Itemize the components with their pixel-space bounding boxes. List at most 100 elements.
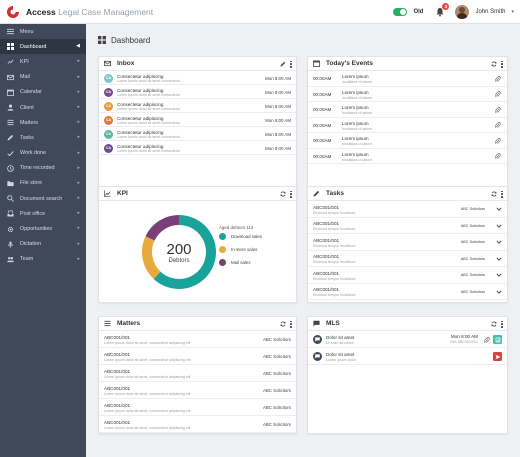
matter-row[interactable]: ABC001/001 Lorem ipsum dolor sit amet, co… <box>99 348 296 365</box>
sidebar-item-matters[interactable]: Matters ▸ <box>0 115 86 130</box>
more-menu-icon[interactable] <box>501 190 503 198</box>
event-row[interactable]: 00:00AM Lorem ipsum Incididunt ut labore <box>308 133 507 149</box>
matter-row[interactable]: ABC001/001 Lorem ipsum dolor sit amet, co… <box>99 416 296 433</box>
paperclip-icon[interactable] <box>495 122 501 128</box>
task-subtitle: Eiusmod tempor incididunt <box>313 293 356 297</box>
paperclip-icon[interactable] <box>484 336 490 343</box>
chevron-right-icon: ▸ <box>77 164 80 171</box>
user-menu-chevron-icon[interactable]: ▾ <box>511 9 514 15</box>
task-id: ABC001/001 <box>313 221 340 226</box>
sidebar-item-label: Dictation <box>20 241 41 248</box>
refresh-icon[interactable] <box>280 321 286 327</box>
user-avatar[interactable] <box>455 5 470 19</box>
sidebar-item-menu[interactable]: Menu <box>0 24 86 39</box>
event-row[interactable]: 00:00AM Lorem ipsum Incididunt ut labore <box>308 102 507 118</box>
more-menu-icon[interactable] <box>290 190 292 198</box>
paperclip-icon[interactable] <box>495 153 501 159</box>
inbox-title: Inbox <box>117 60 135 67</box>
inbox-row[interactable]: CA Consectetur adipiscing Lorem ipsum dolo… <box>99 113 296 127</box>
chevron-down-icon[interactable] <box>496 256 502 262</box>
paperclip-icon[interactable] <box>495 91 501 97</box>
task-row[interactable]: ABC001/001 Eiusmod tempor incididunt ABC S… <box>308 267 507 284</box>
chevron-down-icon[interactable] <box>496 239 502 245</box>
paperclip-icon[interactable] <box>495 106 501 113</box>
event-row[interactable]: 00:00AM Lorem ipsum Incididunt ut labore <box>308 71 507 87</box>
more-menu-icon[interactable] <box>501 60 503 68</box>
inbox-row[interactable]: CA Consectetur adipiscing Lorem ipsum dolo… <box>99 141 296 155</box>
inbox-time: Mon 8:00 AM <box>265 89 291 95</box>
paperclip-icon[interactable] <box>495 75 501 82</box>
sidebar-item-label: Mail <box>20 74 30 81</box>
more-menu-icon[interactable] <box>290 320 292 328</box>
inbox-row[interactable]: CA Consectetur adipiscing Lorem ipsum dolo… <box>99 99 296 113</box>
task-subtitle: Eiusmod tempor incididunt <box>313 260 356 264</box>
sidebar-item-client[interactable]: Client ▸ <box>0 100 86 115</box>
chevron-down-icon[interactable] <box>496 223 502 229</box>
task-row[interactable]: ABC001/001 Eiusmod tempor incididunt ABC S… <box>308 201 507 218</box>
sidebar-item-document-search[interactable]: Document search ▸ <box>0 191 86 206</box>
more-menu-icon[interactable] <box>501 320 503 328</box>
inbox-row[interactable]: CA Consectetur adipiscing Lorem ipsum dolo… <box>99 127 296 141</box>
event-row[interactable]: 00:00AM Lorem ipsum Incididunt ut labore <box>308 118 507 133</box>
sidebar-item-time-recorded[interactable]: Time recorded ▸ <box>0 161 86 176</box>
kpi-legend-item: Mail sales <box>219 259 251 266</box>
donut-slice-mail-sales <box>145 215 180 241</box>
message-icon <box>313 335 322 344</box>
chevron-right-icon: ▸ <box>77 134 80 141</box>
task-owner: ABC Solicitors <box>460 273 485 277</box>
sidebar-item-tasks[interactable]: Tasks ▸ <box>0 130 86 145</box>
paperclip-icon[interactable] <box>495 137 501 144</box>
compose-pencil-icon[interactable] <box>280 61 286 67</box>
sidebar-item-mail[interactable]: Mail ▸ <box>0 70 86 85</box>
legend-swatch <box>219 259 226 266</box>
mls-row[interactable]: Dolor sit amet Ut enim ad minim Mon 8:00 A… <box>308 331 507 348</box>
user-name[interactable]: John Smith <box>475 9 506 15</box>
sidebar-item-dictation[interactable]: Dictation ▸ <box>0 237 86 252</box>
sidebar-item-dashboard[interactable]: Dashboard ◀ <box>0 39 86 55</box>
sender-avatar: CA <box>104 87 113 97</box>
chart-line-icon <box>104 190 112 198</box>
send-icon[interactable] <box>493 352 502 361</box>
chevron-down-icon[interactable] <box>496 206 502 212</box>
task-row[interactable]: ABC001/001 Eiusmod tempor incididunt ABC S… <box>308 251 507 267</box>
task-row[interactable]: ABC001/001 Eiusmod tempor incididunt ABC S… <box>308 218 507 234</box>
inbox-row[interactable]: CA Consectetur adipiscing Lorem ipsum dolo… <box>99 85 296 99</box>
event-row[interactable]: 00:00AM Lorem ipsum Incididunt ut labore <box>308 149 507 164</box>
sidebar-item-work-done[interactable]: Work done ▸ <box>0 146 86 161</box>
inbox-subject: Consectetur adipiscing <box>117 143 164 149</box>
matter-row[interactable]: ABC001/001 Lorem ipsum dolor sit amet, co… <box>99 399 296 416</box>
dashboard-icon <box>6 43 14 51</box>
task-owner: ABC Solicitors <box>460 223 485 228</box>
version-toggle[interactable] <box>393 8 408 16</box>
sidebar-item-file-store[interactable]: File store ▸ <box>0 176 86 191</box>
sidebar-item-kpi[interactable]: KPI ▸ <box>0 54 86 69</box>
sidebar-item-team[interactable]: Team ▸ <box>0 252 86 267</box>
more-menu-icon[interactable] <box>290 60 292 68</box>
matter-row[interactable]: ABC001/001 Lorem ipsum dolor sit amet, co… <box>99 331 296 348</box>
matters-title: Matters <box>117 320 141 327</box>
task-owner: ABC Solicitors <box>460 256 485 261</box>
sidebar-item-calendar[interactable]: Calendar ▸ <box>0 85 86 100</box>
inbox-subject: Consectetur adipiscing <box>117 115 164 121</box>
sidebar-item-opportunities[interactable]: Opportunities ▸ <box>0 221 86 236</box>
matter-row[interactable]: ABC001/001 Lorem ipsum dolor sit amet, co… <box>99 382 296 399</box>
inbox-row[interactable]: CA Consectetur adipiscing Lorem ipsum dolo… <box>99 71 296 85</box>
refresh-icon[interactable] <box>280 191 286 197</box>
microphone-icon <box>6 240 14 248</box>
refresh-icon[interactable] <box>491 191 497 197</box>
refresh-icon[interactable] <box>491 321 497 327</box>
event-row[interactable]: 00:00AM Lorem ipsum Incididunt ut labore <box>308 87 507 102</box>
notifications-bell-icon[interactable]: 3 <box>435 3 450 17</box>
chevron-down-icon[interactable] <box>496 272 502 278</box>
sidebar-item-post-office[interactable]: Post office ▸ <box>0 206 86 221</box>
donut-center-value: 200 <box>166 241 191 258</box>
mls-row[interactable]: Dolor sit amet Lorem ipsum dolor <box>308 348 507 365</box>
chevron-down-icon[interactable] <box>496 289 502 295</box>
task-row[interactable]: ABC001/001 Eiusmod tempor incididunt ABC S… <box>308 284 507 300</box>
task-row[interactable]: ABC001/001 Eiusmod tempor incididunt ABC S… <box>308 234 507 251</box>
accept-icon[interactable] <box>493 335 502 344</box>
matter-row[interactable]: ABC001/001 Lorem ipsum dolor sit amet, co… <box>99 365 296 382</box>
inbox-subject: Consectetur adipiscing <box>117 87 164 93</box>
refresh-icon[interactable] <box>491 61 497 67</box>
list-icon <box>104 320 112 328</box>
